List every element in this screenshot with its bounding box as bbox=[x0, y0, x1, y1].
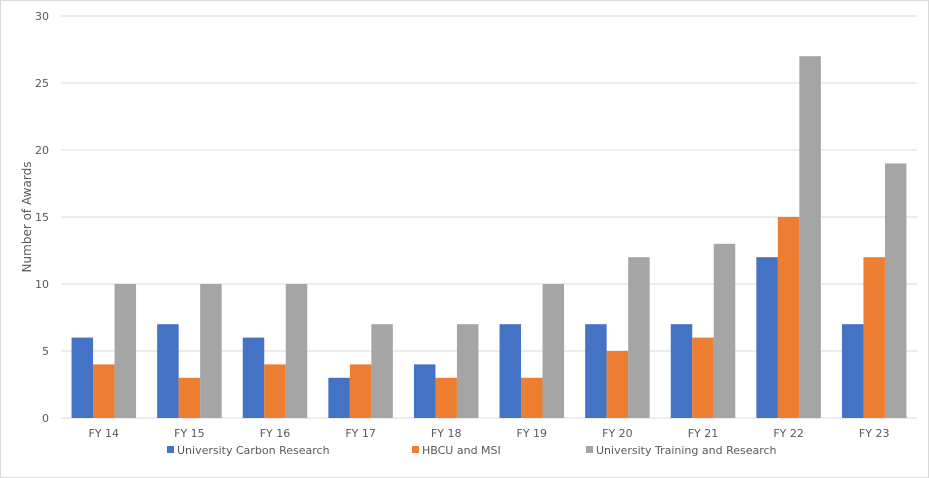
x-tick-label: FY 19 bbox=[517, 427, 548, 440]
bar-university-training-and-research bbox=[713, 243, 736, 418]
bar-hbcu-and-msi bbox=[692, 337, 714, 418]
bar-university-carbon-research bbox=[413, 364, 436, 418]
bar-university-training-and-research bbox=[628, 257, 650, 418]
x-tick-label: FY 15 bbox=[174, 427, 205, 440]
y-tick-label: 30 bbox=[35, 10, 49, 23]
y-tick-label: 15 bbox=[35, 211, 49, 224]
bar-university-carbon-research bbox=[585, 324, 607, 418]
bar-university-carbon-research bbox=[756, 257, 778, 418]
y-tick-label: 20 bbox=[35, 144, 49, 157]
x-tick-labels: FY 14 FY 15 FY 16 FY 17 FY 18 FY 19 FY 20 FY 21… bbox=[89, 427, 890, 440]
bar-hbcu-and-msi bbox=[863, 257, 885, 418]
y-axis-label: Number of Awards bbox=[20, 162, 34, 273]
bar-university-carbon-research bbox=[841, 324, 864, 418]
x-tick-label: FY 16 bbox=[260, 427, 291, 440]
x-tick-label: FY 18 bbox=[431, 427, 462, 440]
legend-label: University Carbon Research bbox=[177, 444, 330, 457]
bar-university-training-and-research bbox=[371, 324, 393, 418]
x-tick-label: FY 14 bbox=[89, 427, 120, 440]
bar-university-training-and-research bbox=[200, 284, 222, 418]
bar-university-training-and-research bbox=[884, 163, 907, 418]
x-tick-label: FY 17 bbox=[345, 427, 376, 440]
bar-university-carbon-research bbox=[71, 337, 94, 418]
y-tick-labels: 0 5 10 15 20 25 30 bbox=[35, 10, 49, 425]
bar-hbcu-and-msi bbox=[777, 217, 800, 418]
bar-hbcu-and-msi bbox=[93, 364, 115, 418]
x-tick-label: FY 21 bbox=[688, 427, 719, 440]
legend-label: HBCU and MSI bbox=[422, 444, 501, 457]
x-tick-label: FY 22 bbox=[773, 427, 804, 440]
bar-university-carbon-research bbox=[328, 377, 350, 418]
bar-hbcu-and-msi bbox=[264, 364, 286, 418]
y-tick-label: 5 bbox=[42, 345, 49, 358]
legend-swatch bbox=[167, 446, 174, 453]
legend-label: University Training and Research bbox=[596, 444, 777, 457]
bar-university-carbon-research bbox=[670, 324, 693, 418]
bar-university-carbon-research bbox=[242, 337, 265, 418]
y-tick-label: 10 bbox=[35, 278, 49, 291]
bar-university-training-and-research bbox=[799, 56, 821, 418]
bar-hbcu-and-msi bbox=[349, 364, 372, 418]
bar-university-training-and-research bbox=[456, 324, 479, 418]
bar-university-training-and-research bbox=[285, 284, 308, 418]
bars bbox=[71, 56, 907, 418]
bar-university-training-and-research bbox=[542, 284, 565, 418]
y-tick-label: 25 bbox=[35, 77, 49, 90]
bar-hbcu-and-msi bbox=[521, 377, 543, 418]
y-tick-label: 0 bbox=[42, 412, 49, 425]
x-tick-label: FY 20 bbox=[602, 427, 633, 440]
bar-university-carbon-research bbox=[157, 324, 179, 418]
x-tick-label: FY 23 bbox=[859, 427, 890, 440]
bar-hbcu-and-msi bbox=[178, 377, 201, 418]
legend: University Carbon Research HBCU and MSI Un… bbox=[167, 444, 777, 457]
bar-hbcu-and-msi bbox=[606, 351, 629, 418]
bar-university-carbon-research bbox=[499, 324, 522, 418]
bar-hbcu-and-msi bbox=[435, 377, 457, 418]
bar-university-training-and-research bbox=[114, 284, 137, 418]
legend-swatch bbox=[586, 446, 593, 453]
legend-swatch bbox=[412, 446, 419, 453]
